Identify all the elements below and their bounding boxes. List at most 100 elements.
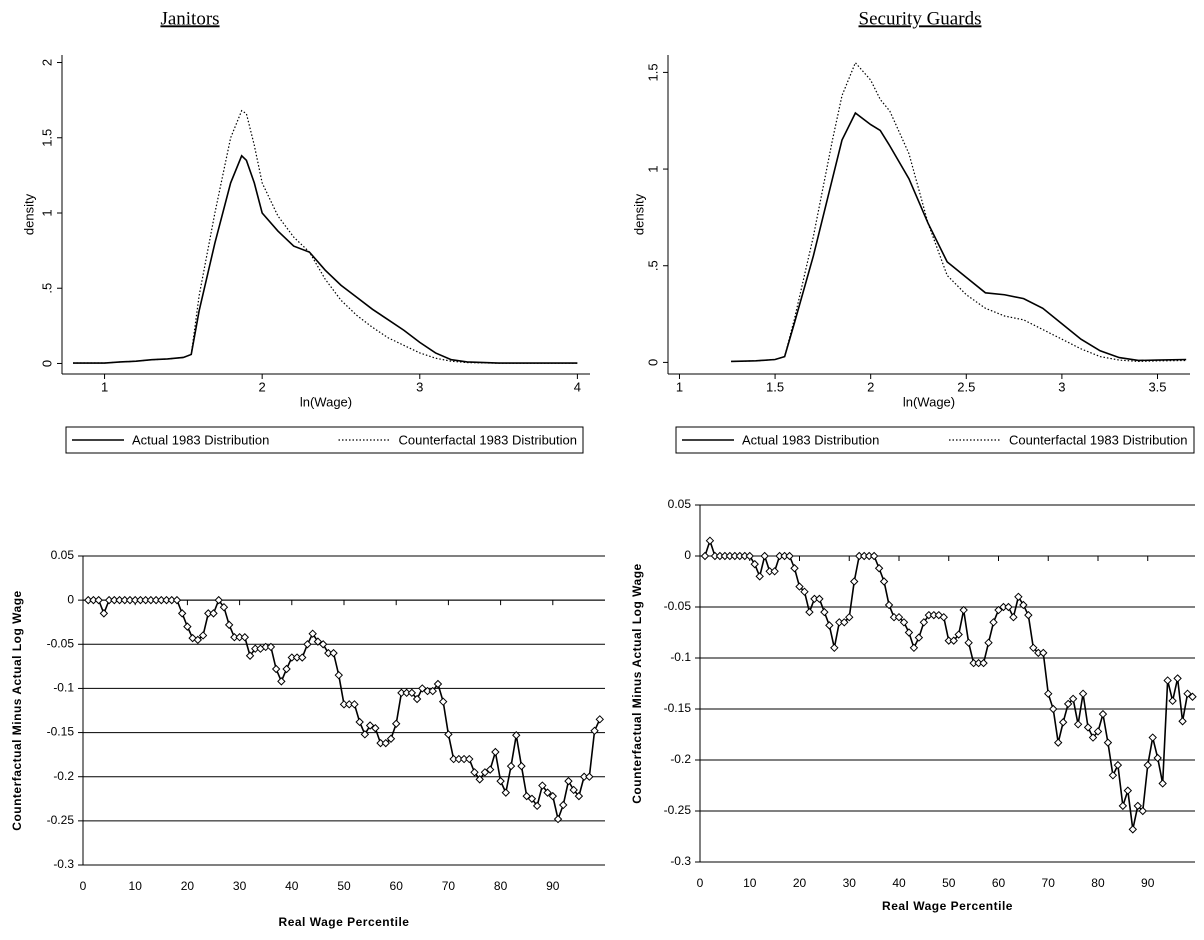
data-point: [491, 747, 500, 757]
y-tick-label: 0: [39, 360, 54, 367]
x-tick-label: 70: [442, 879, 456, 893]
x-tick-label: 1: [676, 379, 683, 394]
data-point: [282, 664, 291, 674]
y-tick-label: -0.1: [53, 681, 74, 695]
data-point: [517, 761, 526, 771]
data-point: [318, 640, 328, 649]
x-tick-label: 20: [793, 876, 807, 890]
y-tick-label: 1.5: [645, 63, 660, 81]
data-point: [465, 754, 474, 764]
y-tick-label: .5: [39, 283, 54, 294]
data-line: [704, 538, 1193, 830]
data-point: [532, 801, 542, 811]
data-point: [574, 791, 584, 801]
x-tick-label: 3.5: [1148, 379, 1166, 394]
y-tick-label: -0.2: [53, 769, 74, 783]
legend-label: Counterfactal 1983 Distribution: [399, 432, 578, 447]
data-point: [1178, 717, 1187, 726]
y-tick-label: -0.3: [53, 857, 74, 871]
x-axis-label: ln(Wage): [300, 394, 352, 409]
data-line: [731, 61, 1187, 363]
data-point: [1014, 592, 1023, 602]
y-tick-label: 1: [645, 165, 660, 172]
data-point: [198, 631, 208, 640]
x-axis-label: Real Wage Percentile: [882, 899, 1013, 913]
x-tick-label: 10: [129, 879, 143, 893]
y-tick-label: 0.05: [51, 548, 75, 562]
data-point: [1148, 733, 1157, 742]
data-point: [840, 618, 849, 627]
data-point: [172, 595, 182, 605]
data-point: [1108, 771, 1118, 780]
data-point: [559, 800, 568, 810]
data-point: [1004, 602, 1013, 612]
y-tick-label: 0: [684, 548, 691, 562]
data-point: [407, 688, 417, 698]
data-point: [750, 559, 759, 569]
data-point: [815, 594, 824, 604]
data-point: [360, 730, 370, 739]
data-point: [1113, 760, 1123, 770]
y-tick-label: 0: [67, 592, 74, 606]
data-point: [543, 788, 552, 797]
data-point: [590, 726, 599, 736]
y-tick-label: -0.15: [664, 701, 692, 715]
x-tick-label: 10: [743, 876, 757, 890]
y-tick-label: -0.05: [664, 599, 692, 613]
data-point: [1009, 612, 1018, 622]
data-point: [1044, 689, 1053, 698]
data-point: [334, 670, 343, 680]
data-point: [512, 731, 521, 740]
data-point: [1053, 738, 1063, 747]
data-point: [1128, 825, 1138, 834]
y-tick-label: .5: [645, 260, 660, 271]
data-point: [496, 776, 505, 786]
x-tick-label: 0: [697, 876, 704, 890]
data-point: [790, 564, 799, 573]
data-point: [266, 642, 276, 652]
x-tick-label: 0: [80, 879, 87, 893]
x-tick-label: 2.5: [957, 379, 975, 394]
data-point: [954, 630, 963, 639]
data-point: [245, 651, 255, 660]
data-point: [1083, 723, 1093, 732]
data-point: [506, 761, 516, 771]
legend-label: Counterfactal 1983 Distribution: [1009, 432, 1188, 447]
data-point: [959, 605, 968, 615]
data-point: [909, 643, 919, 653]
data-point: [277, 677, 286, 686]
data-point: [308, 629, 317, 638]
data-point: [1058, 718, 1068, 727]
data-point: [1068, 694, 1078, 704]
data-point: [805, 607, 814, 617]
x-tick-label: 40: [892, 876, 906, 890]
data-point: [391, 719, 401, 728]
data-point: [820, 607, 829, 617]
x-tick-label: 2: [259, 379, 266, 394]
data-point: [1163, 676, 1172, 685]
x-tick-label: 30: [233, 879, 247, 893]
data-point: [994, 605, 1003, 615]
data-point: [329, 648, 338, 658]
data-point: [800, 587, 809, 596]
data-point: [745, 551, 754, 561]
data-point: [433, 679, 443, 689]
data-point: [1143, 760, 1152, 770]
data-point: [271, 664, 281, 674]
x-axis-label: Real Wage Percentile: [279, 915, 410, 929]
data-line: [731, 111, 1187, 363]
x-tick-label: 40: [285, 879, 299, 893]
y-axis-label: density: [21, 193, 36, 235]
data-point: [795, 582, 804, 591]
data-point: [755, 572, 764, 581]
data-point: [188, 633, 197, 643]
x-tick-label: 50: [942, 876, 956, 890]
data-point: [879, 577, 889, 586]
data-point: [183, 622, 192, 631]
data-point: [1138, 806, 1147, 816]
data-point: [1088, 733, 1098, 742]
data-line: [88, 598, 601, 822]
x-tick-label: 90: [1141, 876, 1155, 890]
data-point: [585, 772, 594, 781]
x-tick-label: 3: [1058, 379, 1065, 394]
